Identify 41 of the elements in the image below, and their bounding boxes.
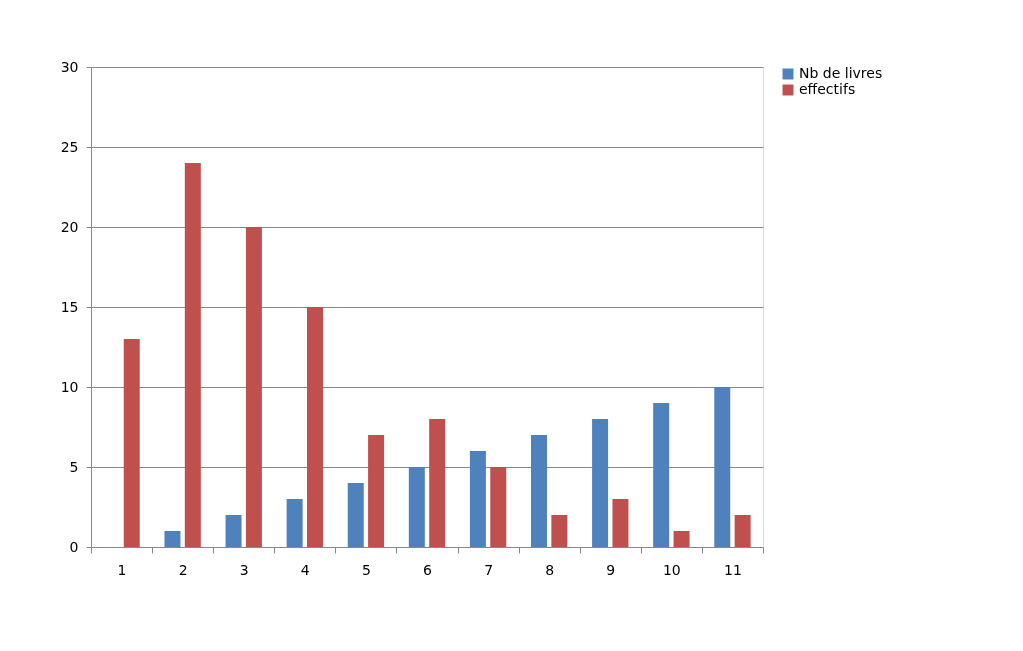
y-tick-label: 0 [69,538,79,555]
bar [531,435,547,547]
x-tick-label: 2 [178,561,188,578]
bar [245,227,262,547]
bar [429,419,446,547]
bar [714,387,731,547]
bar [307,307,323,547]
bar [164,531,181,547]
x-tick-label: 1 [117,561,127,578]
legend-label: effectifs [799,81,856,97]
legend-label: Nb de livres [799,65,883,81]
bar [469,451,486,547]
bar [123,339,140,547]
x-tick-label: 3 [239,561,249,578]
bar [612,499,629,547]
x-tick-label: 9 [606,561,616,578]
y-tick-label: 15 [60,298,79,315]
bar [490,467,507,547]
bar [225,515,242,547]
y-tick-label: 5 [69,458,79,475]
x-tick-label: 4 [300,561,310,578]
bar [592,419,609,547]
x-tick-label: 5 [361,561,371,578]
bar [673,531,690,547]
y-tick-label: 25 [60,138,79,155]
y-tick-label: 10 [60,378,79,395]
bar [408,467,425,547]
x-tick-label: 8 [545,561,555,578]
y-tick-label: 30 [60,58,79,75]
x-tick-label: 6 [423,561,433,578]
bar [184,163,201,547]
bar [368,435,385,547]
bar [734,515,751,547]
bar [286,499,303,547]
y-tick-label: 20 [60,218,79,235]
x-tick-label: 11 [724,561,742,578]
x-tick-label: 7 [484,561,494,578]
bar [653,403,670,547]
bar [551,515,568,547]
bar [347,483,364,547]
x-tick-label: 10 [662,561,681,578]
